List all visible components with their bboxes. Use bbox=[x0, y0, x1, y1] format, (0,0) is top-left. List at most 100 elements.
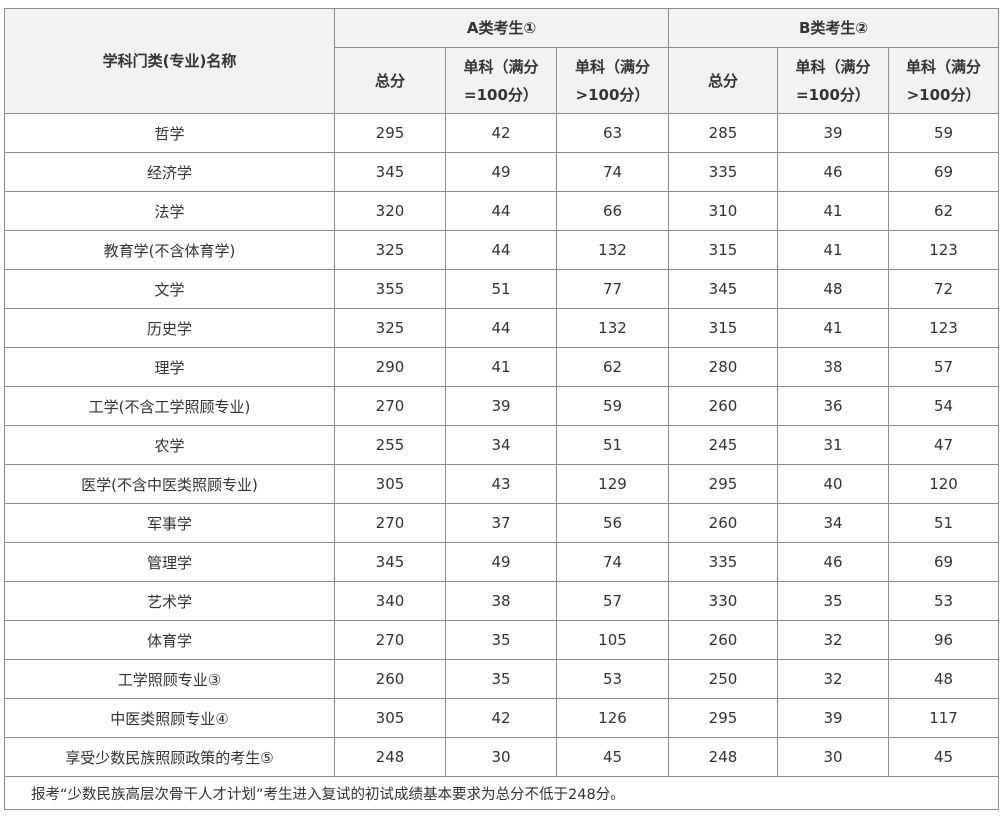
subject-name-cell: 农学 bbox=[4, 425, 335, 465]
score-cell-a-high: 74 bbox=[556, 542, 669, 582]
a-single-low-line1: 单科（满分 bbox=[463, 57, 539, 76]
score-cell-a-low: 43 bbox=[445, 464, 557, 504]
table-row: 法学 320 44 66 310 41 62 bbox=[4, 191, 1000, 231]
a-single-high-header: 单科（满分 >100分） bbox=[556, 47, 669, 114]
score-cell-b-high: 96 bbox=[887, 620, 1000, 660]
table-row: 中医类照顾专业④ 305 42 126 295 39 117 bbox=[4, 698, 1000, 738]
score-cell-a-high: 62 bbox=[556, 347, 669, 387]
score-cell-a-high: 51 bbox=[556, 425, 669, 465]
table-body: 哲学 295 42 63 285 39 59 经济学 345 49 74 335 46 69 法学 320 44… bbox=[3, 113, 1000, 810]
score-cell-b-total: 295 bbox=[668, 698, 778, 738]
subject-name-cell: 理学 bbox=[4, 347, 335, 387]
score-cell-a-total: 305 bbox=[334, 698, 446, 738]
score-cell-b-high: 123 bbox=[887, 230, 1000, 270]
score-cell-b-low: 46 bbox=[777, 152, 889, 192]
table-row: 工学照顾专业③ 260 35 53 250 32 48 bbox=[4, 659, 1000, 699]
score-cell-b-low: 46 bbox=[777, 542, 889, 582]
b-single-high-header: 单科（满分 >100分） bbox=[887, 47, 1000, 114]
score-cell-b-total: 330 bbox=[668, 581, 778, 621]
subject-name-cell: 医学(不含中医类照顾专业) bbox=[4, 464, 335, 504]
score-cell-b-high: 69 bbox=[887, 542, 1000, 582]
b-single-low-line2: =100分） bbox=[796, 85, 870, 104]
table-row: 经济学 345 49 74 335 46 69 bbox=[4, 152, 1000, 192]
score-cell-a-low: 35 bbox=[445, 620, 557, 660]
table-row: 农学 255 34 51 245 31 47 bbox=[4, 425, 1000, 465]
score-cell-b-high: 47 bbox=[887, 425, 1000, 465]
score-cell-b-low: 31 bbox=[777, 425, 889, 465]
header-row-groups: 学科门类(专业)名称 A类考生① B类考生② bbox=[4, 8, 1000, 114]
table-row: 管理学 345 49 74 335 46 69 bbox=[4, 542, 1000, 582]
score-cell-b-low: 41 bbox=[777, 230, 889, 270]
score-cell-b-total: 335 bbox=[668, 542, 778, 582]
table-row: 理学 290 41 62 280 38 57 bbox=[4, 347, 1000, 387]
table-row: 工学(不含工学照顾专业) 270 39 59 260 36 54 bbox=[4, 386, 1000, 426]
score-cell-b-total: 315 bbox=[668, 308, 778, 348]
score-cell-a-low: 42 bbox=[445, 113, 557, 153]
subject-name-cell: 法学 bbox=[4, 191, 335, 231]
subject-name-cell: 教育学(不含体育学) bbox=[4, 230, 335, 270]
score-cell-a-low: 37 bbox=[445, 503, 557, 543]
score-cell-b-low: 32 bbox=[777, 659, 889, 699]
score-cell-b-low: 39 bbox=[777, 698, 889, 738]
subject-name-cell: 经济学 bbox=[4, 152, 335, 192]
score-cell-a-low: 30 bbox=[445, 737, 557, 777]
score-cell-b-high: 54 bbox=[887, 386, 1000, 426]
score-cell-a-total: 340 bbox=[334, 581, 446, 621]
table-row: 历史学 325 44 132 315 41 123 bbox=[4, 308, 1000, 348]
score-cell-a-low: 38 bbox=[445, 581, 557, 621]
table-row: 医学(不含中医类照顾专业) 305 43 129 295 40 120 bbox=[4, 464, 1000, 504]
b-total-header: 总分 bbox=[668, 47, 778, 114]
score-cell-b-high: 69 bbox=[887, 152, 1000, 192]
score-cell-a-total: 325 bbox=[334, 230, 446, 270]
score-cell-a-low: 44 bbox=[445, 230, 557, 270]
table-row: 哲学 295 42 63 285 39 59 bbox=[4, 113, 1000, 153]
score-cell-b-low: 34 bbox=[777, 503, 889, 543]
score-cell-a-high: 132 bbox=[556, 308, 669, 348]
score-cell-b-total: 295 bbox=[668, 464, 778, 504]
score-cell-b-high: 120 bbox=[887, 464, 1000, 504]
score-cell-b-low: 30 bbox=[777, 737, 889, 777]
score-cell-a-high: 57 bbox=[556, 581, 669, 621]
table-row: 体育学 270 35 105 260 32 96 bbox=[4, 620, 1000, 660]
b-single-low-line1: 单科（满分 bbox=[795, 57, 871, 76]
subject-name-cell: 管理学 bbox=[4, 542, 335, 582]
score-cell-a-low: 42 bbox=[445, 698, 557, 738]
score-cell-b-total: 345 bbox=[668, 269, 778, 309]
score-cell-a-low: 35 bbox=[445, 659, 557, 699]
score-cell-b-high: 53 bbox=[887, 581, 1000, 621]
score-cell-a-low: 49 bbox=[445, 152, 557, 192]
score-cell-b-total: 280 bbox=[668, 347, 778, 387]
score-cell-b-high: 72 bbox=[887, 269, 1000, 309]
score-cell-b-total: 245 bbox=[668, 425, 778, 465]
score-cell-a-low: 44 bbox=[445, 308, 557, 348]
score-cell-a-low: 51 bbox=[445, 269, 557, 309]
table-row: 文学 355 51 77 345 48 72 bbox=[4, 269, 1000, 309]
score-cell-b-low: 38 bbox=[777, 347, 889, 387]
subject-name-cell: 享受少数民族照顾政策的考生⑤ bbox=[4, 737, 335, 777]
score-cell-b-total: 250 bbox=[668, 659, 778, 699]
score-cell-b-low: 48 bbox=[777, 269, 889, 309]
score-cell-a-low: 49 bbox=[445, 542, 557, 582]
subject-name-cell: 哲学 bbox=[4, 113, 335, 153]
group-b-header: B类考生② bbox=[667, 8, 1000, 48]
score-cell-b-total: 260 bbox=[668, 620, 778, 660]
score-cell-a-total: 270 bbox=[334, 386, 446, 426]
score-cell-b-total: 335 bbox=[668, 152, 778, 192]
score-cell-a-high: 129 bbox=[556, 464, 669, 504]
score-cell-b-total: 310 bbox=[668, 191, 778, 231]
score-cell-b-high: 57 bbox=[887, 347, 1000, 387]
score-cell-b-high: 45 bbox=[887, 737, 1000, 777]
score-cell-b-total: 285 bbox=[668, 113, 778, 153]
a-total-header: 总分 bbox=[334, 47, 446, 114]
score-cell-a-total: 248 bbox=[334, 737, 446, 777]
subject-name-cell: 工学(不含工学照顾专业) bbox=[4, 386, 335, 426]
score-cell-a-total: 320 bbox=[334, 191, 446, 231]
subject-column-header: 学科门类(专业)名称 bbox=[4, 8, 335, 114]
table-row: 军事学 270 37 56 260 34 51 bbox=[4, 503, 1000, 543]
score-cell-b-total: 260 bbox=[668, 386, 778, 426]
score-cell-a-high: 105 bbox=[556, 620, 669, 660]
subject-name-cell: 体育学 bbox=[4, 620, 335, 660]
score-cell-b-total: 248 bbox=[668, 737, 778, 777]
score-cell-a-high: 77 bbox=[556, 269, 669, 309]
table-row: 享受少数民族照顾政策的考生⑤ 248 30 45 248 30 45 bbox=[4, 737, 1000, 777]
